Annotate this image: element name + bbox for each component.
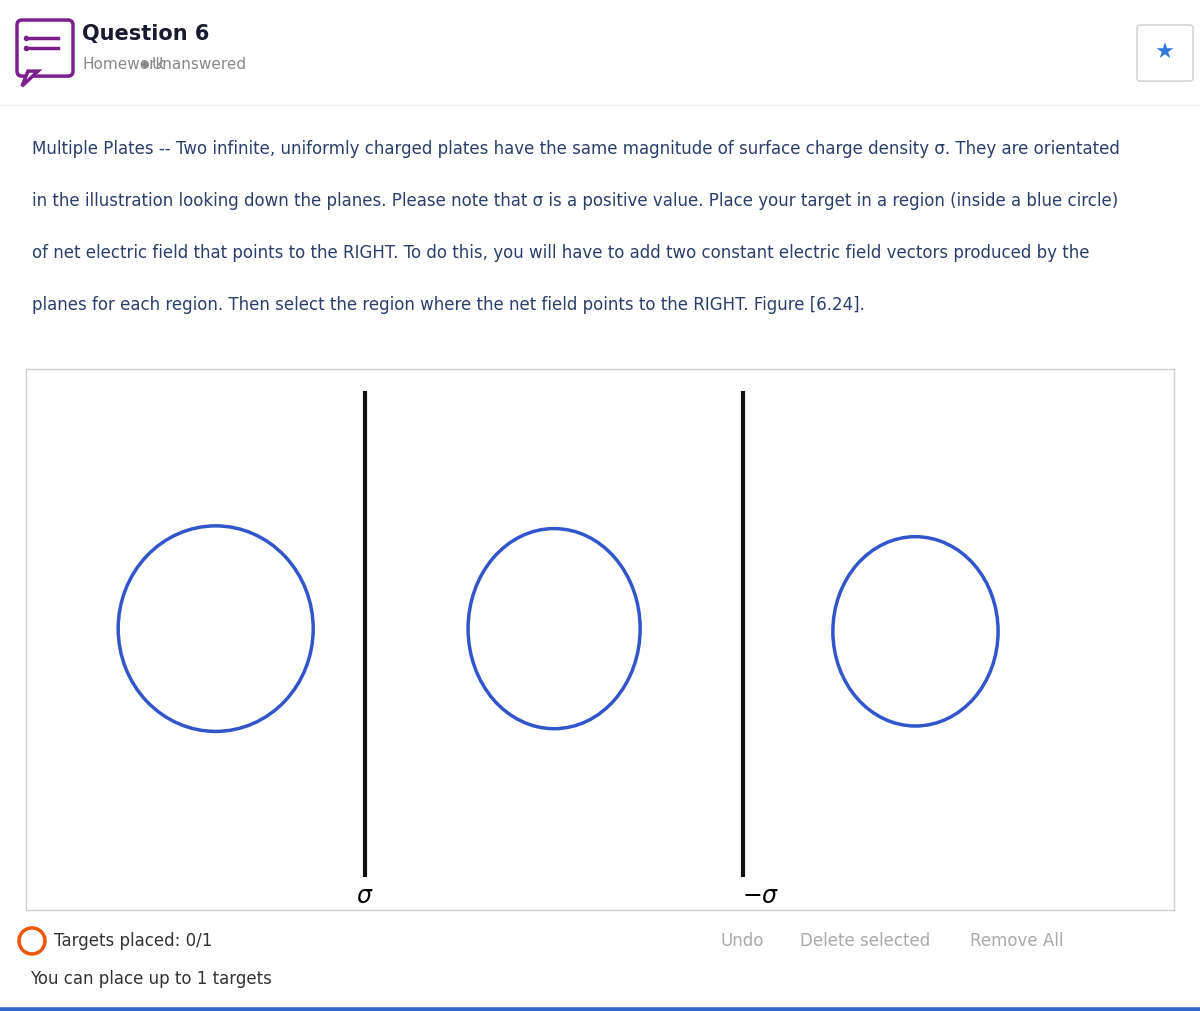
Text: planes for each region. Then select the region where the net field points to the: planes for each region. Then select the … <box>32 296 865 314</box>
Text: Targets placed: 0/1: Targets placed: 0/1 <box>54 932 212 950</box>
Text: $-\sigma$: $-\sigma$ <box>742 885 779 908</box>
Text: in the illustration looking down the planes. Please note that σ is a positive va: in the illustration looking down the pla… <box>32 192 1118 210</box>
Text: Unanswered: Unanswered <box>152 57 247 72</box>
Text: Delete selected: Delete selected <box>800 932 930 950</box>
Text: Homework: Homework <box>82 57 164 72</box>
Text: Multiple Plates -- Two infinite, uniformly charged plates have the same magnitud: Multiple Plates -- Two infinite, uniform… <box>32 141 1120 158</box>
Text: of net electric field that points to the RIGHT. To do this, you will have to add: of net electric field that points to the… <box>32 244 1090 262</box>
Polygon shape <box>22 71 38 86</box>
FancyBboxPatch shape <box>17 20 73 76</box>
Text: ★: ★ <box>1154 43 1175 63</box>
Text: Remove All: Remove All <box>970 932 1063 950</box>
Text: $\sigma$: $\sigma$ <box>356 885 373 908</box>
Text: Question 6: Question 6 <box>82 24 209 44</box>
Text: Undo: Undo <box>720 932 763 950</box>
FancyBboxPatch shape <box>1138 25 1193 81</box>
Text: You can place up to 1 targets: You can place up to 1 targets <box>30 970 272 988</box>
